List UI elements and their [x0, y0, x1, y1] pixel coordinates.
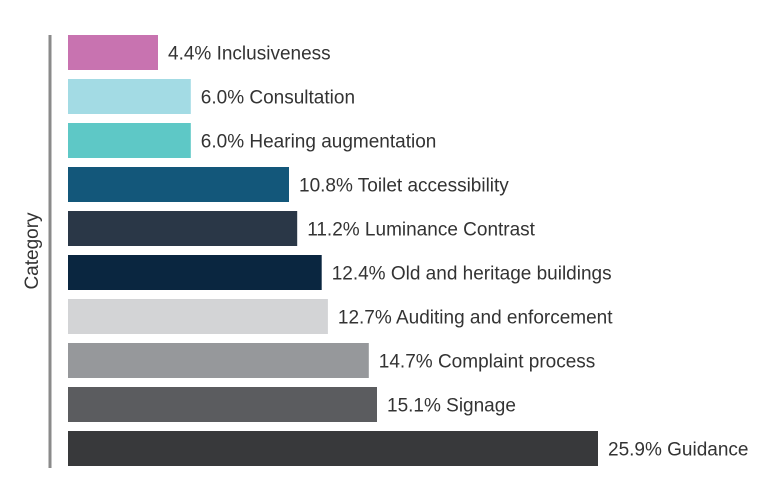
bar-luminance-contrast	[68, 211, 298, 246]
bar-old-and-heritage-buildings	[68, 255, 322, 290]
bar-label-hearing-augmentation: 6.0% Hearing augmentation	[201, 132, 437, 153]
bar-label-guidance: 25.9% Guidance	[608, 440, 749, 461]
bar-label-auditing-and-enforcement: 12.7% Auditing and enforcement	[338, 308, 613, 329]
bar-auditing-and-enforcement	[68, 299, 328, 334]
bar-label-toilet-accessibility: 10.8% Toilet accessibility	[299, 176, 509, 197]
bar-label-complaint-process: 14.7% Complaint process	[379, 352, 596, 373]
y-axis-title: Category	[22, 212, 43, 290]
bars-group: 4.4% Inclusiveness 6.0% Consultation 6.0% …	[68, 35, 749, 466]
bar-label-old-and-heritage-buildings: 12.4% Old and heritage buildings	[332, 264, 612, 285]
bar-label-consultation: 6.0% Consultation	[201, 88, 355, 109]
bar-consultation	[68, 79, 191, 114]
bar-toilet-accessibility	[68, 167, 289, 202]
bar-inclusiveness	[68, 35, 158, 70]
bar-signage	[68, 387, 377, 422]
bar-label-inclusiveness: 4.4% Inclusiveness	[168, 44, 331, 65]
bar-complaint-process	[68, 343, 369, 378]
bar-guidance	[68, 431, 598, 466]
bar-hearing-augmentation	[68, 123, 191, 158]
bar-label-signage: 15.1% Signage	[387, 396, 516, 417]
bar-label-luminance-contrast: 11.2% Luminance Contrast	[307, 220, 535, 241]
